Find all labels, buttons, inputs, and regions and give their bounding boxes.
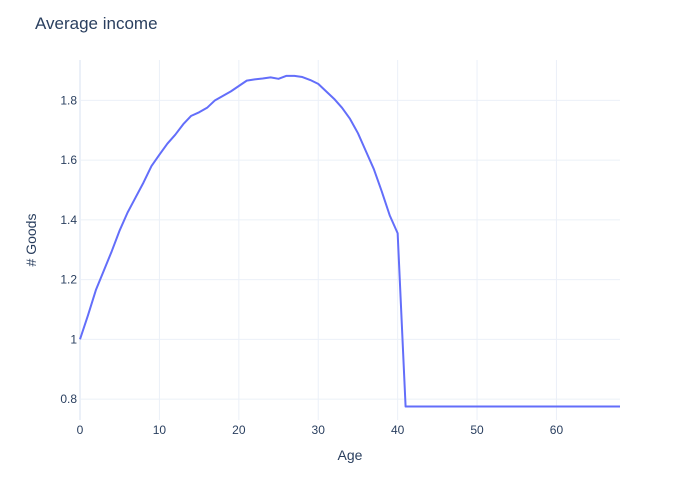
x-gridlines: [79, 60, 557, 420]
x-tick-label: 60: [550, 423, 564, 437]
y-gridlines: [80, 99, 620, 400]
y-tick-label: 1.6: [60, 153, 77, 167]
y-tick-label: 1.4: [60, 213, 77, 227]
y-tick-label: 0.8: [60, 392, 77, 406]
x-tick-label: 20: [232, 423, 246, 437]
x-tick-labels: 0 10 20 30 40 50 60: [77, 423, 564, 437]
x-tick-label: 10: [153, 423, 167, 437]
chart-title: Average income: [35, 14, 158, 33]
y-tick-label: 1.8: [60, 93, 77, 107]
y-tick-label: 1: [70, 332, 77, 346]
x-tick-label: 30: [312, 423, 326, 437]
x-axis-label: Age: [338, 447, 363, 463]
x-tick-label: 40: [391, 423, 405, 437]
y-axis-label: # Goods: [23, 214, 39, 267]
series-group: [79, 74, 620, 408]
y-tick-label: 1.2: [60, 273, 77, 287]
y-tick-labels: 0.8 1 1.2 1.4 1.6 1.8: [60, 93, 77, 406]
x-tick-label: 50: [470, 423, 484, 437]
series-line: [79, 74, 620, 408]
x-tick-label: 0: [77, 423, 84, 437]
